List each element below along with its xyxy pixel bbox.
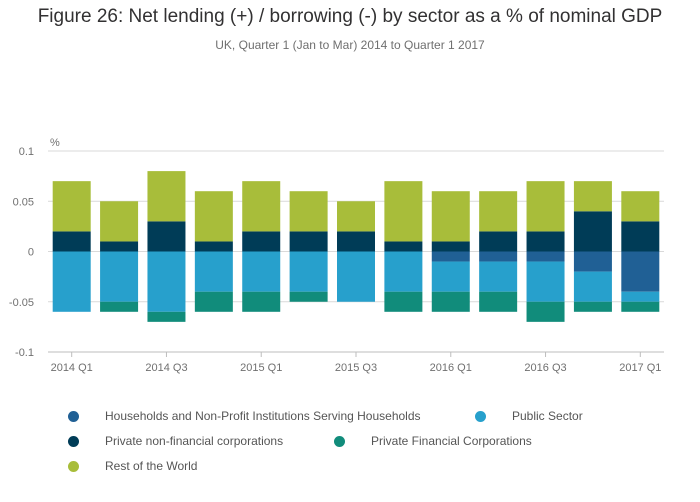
bar-segment [147,171,186,222]
y-tick-label: -0.05 [9,297,34,309]
bar-segment [194,251,233,292]
bar-segment [431,261,470,292]
bar-segment [431,251,470,262]
bar-segment [100,251,139,302]
bar-segment [573,301,612,312]
x-tick-label: 2017 Q1 [619,362,661,374]
bar-segment [194,241,233,252]
bar-segment [621,301,660,312]
bar-segment [147,251,186,312]
bar-segment [337,201,375,232]
bar-segment [526,301,565,322]
bar-segment [479,261,518,292]
x-tick-label: 2016 Q3 [524,362,566,374]
bar-segment [147,221,186,252]
bar-segment [337,231,375,252]
bar-segment [242,231,281,252]
bar-segment [621,191,660,222]
y-tick-label: -0.1 [15,347,34,359]
bar-segment [289,191,328,232]
bar-segment [526,231,565,252]
bar-segment [479,251,518,262]
bar-segment [194,291,233,312]
bar-segment [384,181,423,242]
bar-segment [194,191,233,242]
y-axis-label: % [50,137,60,149]
bar-segment [384,251,423,292]
x-tick-label: 2015 Q3 [335,362,377,374]
bar-segment [242,291,281,312]
bar-segment [526,261,565,302]
bar-segment [573,251,612,272]
x-tick-label: 2016 Q1 [430,362,472,374]
bar-segment [384,291,423,312]
bar-segment [431,191,470,242]
bar-segment [479,191,518,232]
bar-segment [479,291,518,312]
bar-segment [621,251,660,292]
bar-segment [573,271,612,302]
chart-title: Figure 26: Net lending (+) / borrowing (… [37,6,663,27]
chart-subtitle: UK, Quarter 1 (Jan to Mar) 2014 to Quart… [215,38,485,52]
bar-segment [431,291,470,312]
bar-segment [100,301,139,312]
bar-segment [337,251,375,302]
bar-segment [384,241,423,252]
bar-segment [479,231,518,252]
y-tick-label: 0.05 [13,196,34,208]
bar-segment [573,181,612,212]
bar-segment [52,231,91,252]
bar-segment [573,211,612,252]
bar-segment [242,181,281,232]
bar-segment [289,231,328,252]
bar-segment [100,241,139,252]
x-tick-label: 2014 Q1 [51,362,93,374]
bar-segment [526,181,565,232]
bar-segment [147,311,186,322]
bar-segment [289,291,328,302]
bar-segment [431,241,470,252]
bar-segment [100,201,139,242]
bar-segment [52,251,91,312]
y-tick-label: 0 [28,247,34,259]
bar-segment [621,221,660,252]
bar-segment [289,251,328,292]
bar-segment [52,181,91,232]
y-tick-label: 0.1 [19,146,34,158]
bar-segment [621,291,660,302]
bar-segment [242,251,281,292]
x-tick-label: 2015 Q1 [240,362,282,374]
x-tick-label: 2014 Q3 [145,362,187,374]
bar-segment [526,251,565,262]
